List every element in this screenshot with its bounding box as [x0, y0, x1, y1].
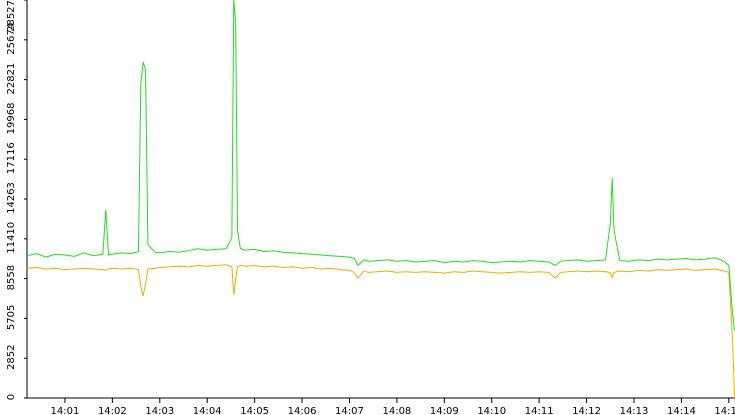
y-tick-label: 11410 [6, 222, 17, 254]
x-tick-label: 14:06 [288, 406, 317, 415]
x-tick-label: 14:01 [51, 406, 80, 415]
x-tick-label: 14:13 [620, 406, 649, 415]
line-series [26, 0, 735, 331]
x-tick-label: 14:09 [430, 406, 459, 415]
x-tick-label: 14:12 [572, 406, 601, 415]
y-tick-label: 14263 [6, 182, 17, 214]
y-tick-label: 0 [6, 394, 17, 400]
x-tick-label: 14:10 [477, 406, 506, 415]
y-tick-label: 8558 [6, 265, 17, 290]
x-tick-label: 14:08 [382, 406, 411, 415]
x-tick-label: 14:04 [193, 406, 222, 415]
y-tick-label: 2852 [6, 344, 17, 369]
line-series [26, 264, 735, 399]
x-tick-label: 14:15 [714, 406, 735, 415]
y-tick-label: 22821 [6, 63, 17, 95]
x-tick-label: 14:03 [145, 406, 174, 415]
y-tick-label: 28527 [6, 0, 17, 32]
x-tick-label: 14:07 [335, 406, 364, 415]
x-tick-label: 14:14 [667, 406, 696, 415]
y-tick-label: 5705 [6, 305, 17, 330]
y-tick-label: 19968 [6, 103, 17, 135]
y-tick-label: 25674 [6, 23, 17, 55]
y-tick-label: 17116 [6, 142, 17, 174]
x-tick-label: 14:11 [525, 406, 554, 415]
x-tick-label: 14:05 [240, 406, 269, 415]
x-tick-label: 14:02 [98, 406, 127, 415]
